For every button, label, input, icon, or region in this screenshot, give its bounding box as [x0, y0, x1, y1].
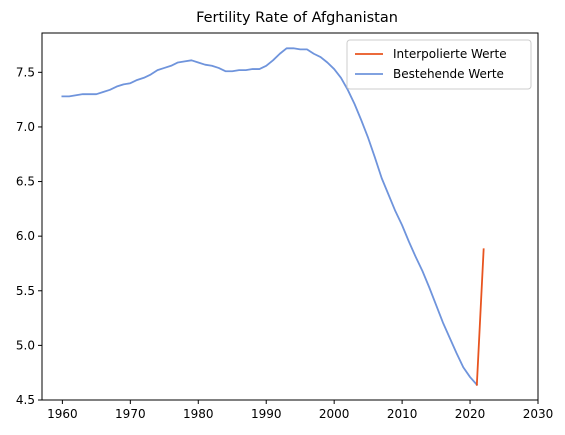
x-tick-label: 2000	[319, 407, 350, 421]
series-line-interpolated	[475, 248, 485, 386]
plot-series	[61, 47, 485, 386]
y-tick-label: 5.0	[16, 338, 35, 352]
y-tick-label: 7.5	[16, 65, 35, 79]
legend-label: Interpolierte Werte	[393, 47, 507, 61]
x-tick-label: 1960	[47, 407, 78, 421]
legend: Interpolierte Werte Bestehende Werte	[346, 39, 532, 90]
chart-title: Fertility Rate of Afghanistan	[196, 10, 398, 26]
x-tick-label: 2010	[387, 407, 418, 421]
x-tick-label: 1980	[183, 407, 214, 421]
plot-frame	[41, 32, 539, 401]
x-tick-label: 1990	[251, 407, 282, 421]
y-tick-label: 6.5	[16, 175, 35, 189]
series-line-existing	[61, 47, 479, 386]
y-tick-label: 4.5	[16, 393, 35, 407]
x-tick-label: 2020	[455, 407, 486, 421]
y-tick-label: 6.0	[16, 229, 35, 243]
y-tick-label: 7.0	[16, 120, 35, 134]
x-tick-label: 1970	[115, 407, 146, 421]
x-tick-label: 2030	[523, 407, 554, 421]
legend-box	[346, 39, 532, 90]
y-tick-label: 5.5	[16, 284, 35, 298]
legend-label: Bestehende Werte	[393, 67, 504, 81]
axes: 1960 1970 1980 1990 2000 2010 2020 2030 4.5 5.0 5.…	[16, 65, 553, 421]
